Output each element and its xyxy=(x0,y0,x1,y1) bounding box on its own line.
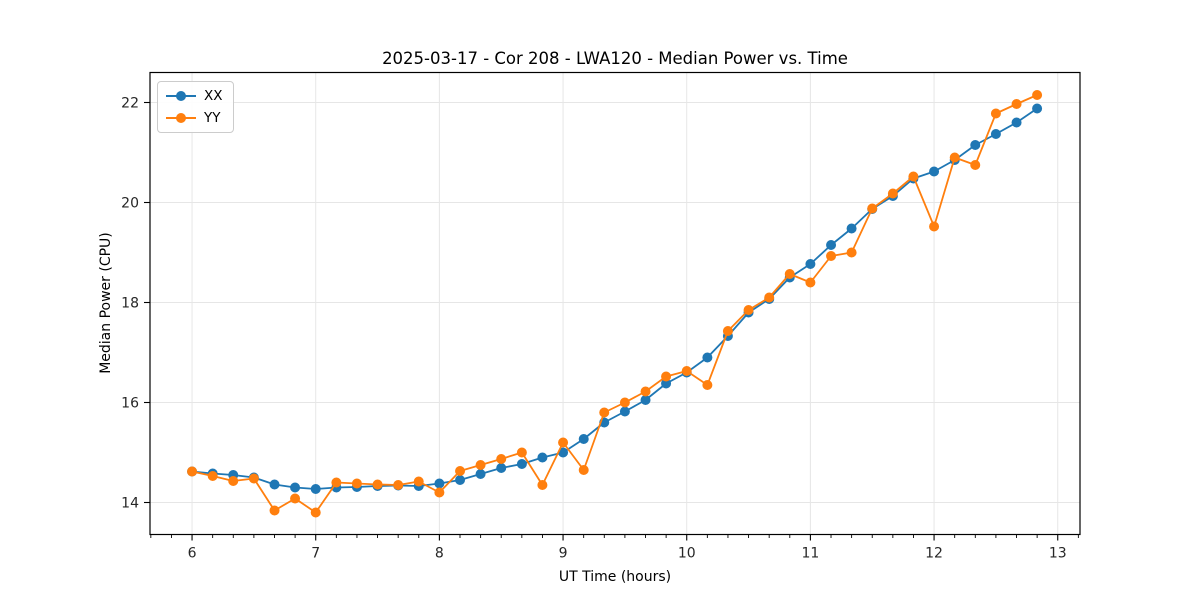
x-tick-label: 6 xyxy=(188,546,197,562)
yy-data-point xyxy=(393,480,404,490)
yy-data-point xyxy=(681,366,692,376)
tick-labels: 6 7 8 9 10 11 12 13 14 16 18 20 22 xyxy=(121,96,1066,562)
yy-data-point xyxy=(558,437,569,448)
xx-data-point xyxy=(805,259,816,269)
yy-data-point xyxy=(351,478,362,489)
yy-data-point xyxy=(826,251,837,261)
xx-data-point xyxy=(929,166,940,177)
xx-data-point xyxy=(516,459,527,469)
yy-data-point xyxy=(805,277,816,288)
x-tick-label: 13 xyxy=(1049,546,1067,562)
yy-line xyxy=(191,94,1038,514)
yy-data-point xyxy=(496,454,507,464)
yy-data-point xyxy=(867,203,878,214)
xx-data-point xyxy=(826,240,837,250)
legend: XX YY xyxy=(157,81,234,133)
xx-data-point xyxy=(310,484,321,494)
xx-data-point xyxy=(290,482,301,493)
x-tick-label: 9 xyxy=(559,546,568,562)
gridlines xyxy=(150,72,1080,535)
yy-data-point xyxy=(455,466,466,476)
xx-data-point xyxy=(537,452,548,463)
legend-item-xx: XX xyxy=(166,87,223,105)
yy-data-point xyxy=(1011,99,1022,109)
x-tick-label: 11 xyxy=(801,546,819,562)
yy-data-point xyxy=(846,247,857,258)
yy-data-point xyxy=(310,507,321,518)
series-yy xyxy=(187,90,1043,518)
yy-data-point xyxy=(1032,90,1043,100)
yy-data-point xyxy=(619,397,630,408)
chart-title: 2025-03-17 - Cor 208 - LWA120 - Median P… xyxy=(382,49,848,68)
yy-data-point xyxy=(640,386,651,397)
xx-line xyxy=(191,107,1038,490)
yy-data-point xyxy=(722,326,733,336)
xx-data-point xyxy=(496,463,507,473)
xx-data-point xyxy=(619,406,630,417)
legend-label-yy: YY xyxy=(204,110,221,126)
xx-data-point xyxy=(661,378,672,389)
xx-series-marker-icon xyxy=(166,91,196,101)
yy-data-point xyxy=(248,473,259,484)
yy-data-point xyxy=(516,447,527,458)
yy-data-point xyxy=(702,380,713,390)
yy-data-point xyxy=(929,221,940,232)
xx-data-point xyxy=(434,478,445,489)
yy-data-point xyxy=(331,477,342,488)
xx-data-point xyxy=(558,447,569,458)
yy-data-point xyxy=(269,505,280,516)
y-tick-label: 20 xyxy=(121,196,139,212)
x-tick-label: 7 xyxy=(311,546,320,562)
yy-data-point xyxy=(372,479,383,490)
y-tick-label: 22 xyxy=(121,96,139,112)
yy-data-point xyxy=(949,152,960,163)
x-axis-label: UT Time (hours) xyxy=(558,569,672,585)
y-axis-label: Median Power (CPU) xyxy=(98,232,114,374)
yy-data-point xyxy=(743,305,754,315)
yy-data-point xyxy=(290,493,301,504)
xx-data-point xyxy=(970,140,981,150)
yy-data-point xyxy=(187,466,198,477)
y-tick-label: 16 xyxy=(121,396,139,412)
yy-data-point xyxy=(661,371,672,382)
yy-data-point xyxy=(228,476,239,486)
xx-data-point xyxy=(475,469,486,479)
xx-data-point xyxy=(640,395,651,405)
yy-data-point xyxy=(434,487,445,498)
x-minor-ticks xyxy=(150,534,1079,538)
yy-data-point xyxy=(537,480,548,490)
yy-series-marker-icon xyxy=(166,113,196,123)
yy-data-point xyxy=(578,465,589,475)
y-tick-label: 14 xyxy=(121,496,139,512)
y-tick-label: 18 xyxy=(121,296,139,312)
yy-data-point xyxy=(599,407,610,418)
x-tick-label: 10 xyxy=(678,546,696,562)
yy-data-point xyxy=(764,292,775,303)
x-tick-label: 12 xyxy=(925,546,943,562)
xx-data-point xyxy=(269,479,280,490)
yy-data-point xyxy=(887,188,898,199)
x-tick-label: 8 xyxy=(435,546,444,562)
xx-data-point xyxy=(1032,103,1043,114)
major-ticks xyxy=(144,101,1059,541)
yy-data-point xyxy=(207,471,218,481)
xx-data-point xyxy=(1011,117,1022,128)
yy-data-point xyxy=(413,476,424,487)
xx-data-point xyxy=(846,223,857,234)
xx-data-point xyxy=(702,352,713,363)
yy-data-point xyxy=(970,160,981,170)
xx-data-point xyxy=(578,434,589,444)
xx-data-point xyxy=(455,475,466,485)
xx-data-point xyxy=(990,129,1001,139)
yy-data-point xyxy=(908,171,919,182)
legend-label-xx: XX xyxy=(204,88,223,104)
yy-data-point xyxy=(784,269,795,279)
yy-data-point xyxy=(990,108,1001,119)
legend-item-yy: YY xyxy=(166,109,223,127)
plot-border xyxy=(149,71,1081,536)
yy-data-point xyxy=(475,460,486,470)
